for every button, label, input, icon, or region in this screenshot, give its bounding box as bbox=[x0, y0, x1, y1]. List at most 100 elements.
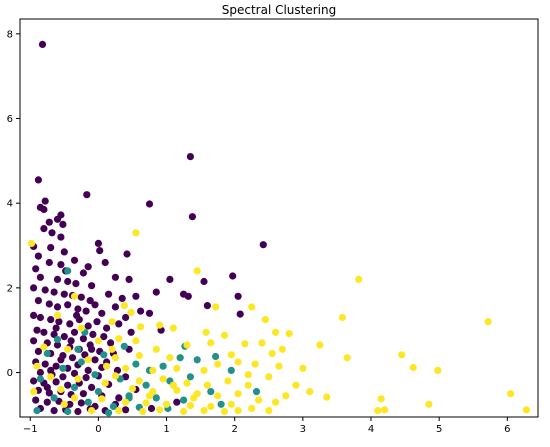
data-point-cluster-2 bbox=[268, 349, 276, 358]
data-point-cluster-2 bbox=[227, 400, 235, 408]
data-point-cluster-2 bbox=[244, 371, 252, 379]
data-point-cluster-0 bbox=[59, 220, 67, 228]
data-point-cluster-0 bbox=[70, 256, 79, 264]
data-point-cluster-1 bbox=[217, 400, 225, 408]
data-point-cluster-2 bbox=[29, 388, 38, 396]
data-point-cluster-2 bbox=[398, 351, 406, 359]
x-tick-label: 2 bbox=[232, 424, 238, 435]
y-tick-label: 2 bbox=[7, 283, 13, 294]
data-point-cluster-2 bbox=[122, 398, 130, 406]
data-point-cluster-0 bbox=[79, 335, 87, 343]
data-point-cluster-0 bbox=[91, 356, 99, 364]
data-point-cluster-0 bbox=[45, 218, 53, 226]
data-point-cluster-0 bbox=[41, 197, 49, 205]
data-point-cluster-2 bbox=[377, 395, 385, 403]
data-point-cluster-2 bbox=[60, 400, 68, 408]
data-point-cluster-0 bbox=[91, 301, 99, 309]
data-point-cluster-1 bbox=[207, 388, 215, 396]
data-point-cluster-2 bbox=[173, 386, 181, 394]
data-point-cluster-2 bbox=[248, 303, 256, 311]
data-point-cluster-0 bbox=[43, 398, 51, 406]
data-point-cluster-0 bbox=[101, 258, 109, 267]
data-point-cluster-1 bbox=[109, 402, 117, 410]
data-point-cluster-0 bbox=[77, 399, 85, 407]
data-point-cluster-0 bbox=[67, 337, 75, 345]
data-point-cluster-2 bbox=[248, 404, 256, 413]
data-point-cluster-0 bbox=[36, 273, 45, 281]
data-point-cluster-0 bbox=[127, 328, 135, 336]
data-point-cluster-0 bbox=[123, 250, 131, 258]
data-point-cluster-0 bbox=[47, 244, 55, 252]
data-point-cluster-2 bbox=[142, 399, 150, 407]
data-point-cluster-2 bbox=[292, 381, 300, 389]
data-point-cluster-0 bbox=[66, 320, 74, 328]
data-point-cluster-0 bbox=[113, 366, 122, 374]
data-point-cluster-0 bbox=[145, 309, 154, 317]
data-point-cluster-2 bbox=[522, 406, 531, 414]
data-point-cluster-2 bbox=[162, 400, 171, 408]
data-point-cluster-2 bbox=[306, 388, 314, 396]
data-point-cluster-2 bbox=[137, 323, 145, 331]
data-point-cluster-0 bbox=[53, 275, 62, 283]
data-point-cluster-0 bbox=[79, 269, 87, 277]
data-point-cluster-0 bbox=[145, 200, 154, 208]
data-point-cluster-0 bbox=[36, 368, 45, 377]
data-point-cluster-2 bbox=[338, 313, 346, 322]
data-point-cluster-2 bbox=[275, 362, 283, 370]
x-tick-label: 5 bbox=[436, 424, 442, 435]
data-point-cluster-2 bbox=[381, 406, 389, 414]
data-point-cluster-1 bbox=[77, 358, 85, 366]
data-point-cluster-2 bbox=[258, 339, 266, 347]
data-point-cluster-1 bbox=[142, 381, 150, 389]
data-point-cluster-0 bbox=[73, 311, 81, 319]
data-point-cluster-1 bbox=[212, 352, 220, 361]
data-point-cluster-0 bbox=[50, 288, 58, 296]
data-point-cluster-0 bbox=[173, 398, 181, 406]
data-point-cluster-0 bbox=[96, 247, 104, 255]
data-point-cluster-2 bbox=[186, 402, 194, 410]
data-point-cluster-0 bbox=[70, 369, 79, 377]
data-point-cluster-0 bbox=[29, 284, 38, 292]
data-point-cluster-0 bbox=[122, 373, 130, 381]
data-point-cluster-2 bbox=[323, 393, 331, 401]
data-point-cluster-0 bbox=[100, 333, 108, 341]
data-point-cluster-2 bbox=[111, 372, 119, 380]
data-point-cluster-2 bbox=[57, 385, 65, 394]
x-tick-label: 4 bbox=[368, 424, 374, 435]
data-point-cluster-0 bbox=[40, 225, 48, 233]
data-point-cluster-1 bbox=[74, 345, 82, 353]
data-point-cluster-2 bbox=[40, 343, 48, 351]
data-point-cluster-0 bbox=[47, 366, 55, 374]
data-point-cluster-2 bbox=[200, 366, 208, 374]
data-point-cluster-0 bbox=[103, 324, 111, 332]
data-point-cluster-0 bbox=[43, 383, 51, 391]
data-point-cluster-2 bbox=[244, 381, 252, 389]
data-point-cluster-1 bbox=[70, 383, 79, 391]
data-point-cluster-1 bbox=[84, 398, 92, 406]
data-point-cluster-1 bbox=[33, 407, 41, 415]
data-point-cluster-2 bbox=[84, 356, 92, 364]
data-point-cluster-0 bbox=[53, 303, 62, 311]
data-point-cluster-2 bbox=[234, 358, 242, 366]
data-point-cluster-0 bbox=[118, 294, 126, 302]
data-point-cluster-2 bbox=[316, 341, 324, 349]
data-point-cluster-1 bbox=[53, 335, 62, 344]
data-point-cluster-0 bbox=[152, 288, 160, 296]
y-tick-label: 8 bbox=[7, 29, 13, 40]
data-point-cluster-2 bbox=[227, 351, 235, 359]
data-point-cluster-0 bbox=[236, 310, 244, 318]
data-point-cluster-2 bbox=[77, 324, 85, 332]
data-point-cluster-2 bbox=[70, 292, 79, 300]
data-point-cluster-2 bbox=[251, 360, 259, 368]
data-point-cluster-2 bbox=[115, 335, 123, 343]
data-point-cluster-2 bbox=[156, 321, 164, 329]
y-tick-label: 6 bbox=[7, 114, 13, 125]
data-point-cluster-0 bbox=[29, 337, 38, 345]
data-point-cluster-0 bbox=[84, 366, 92, 374]
data-point-cluster-0 bbox=[98, 309, 106, 317]
data-point-cluster-0 bbox=[52, 324, 60, 332]
data-point-cluster-2 bbox=[484, 318, 492, 326]
data-point-cluster-2 bbox=[374, 407, 382, 415]
data-point-cluster-2 bbox=[101, 379, 109, 387]
data-point-cluster-1 bbox=[120, 342, 128, 350]
